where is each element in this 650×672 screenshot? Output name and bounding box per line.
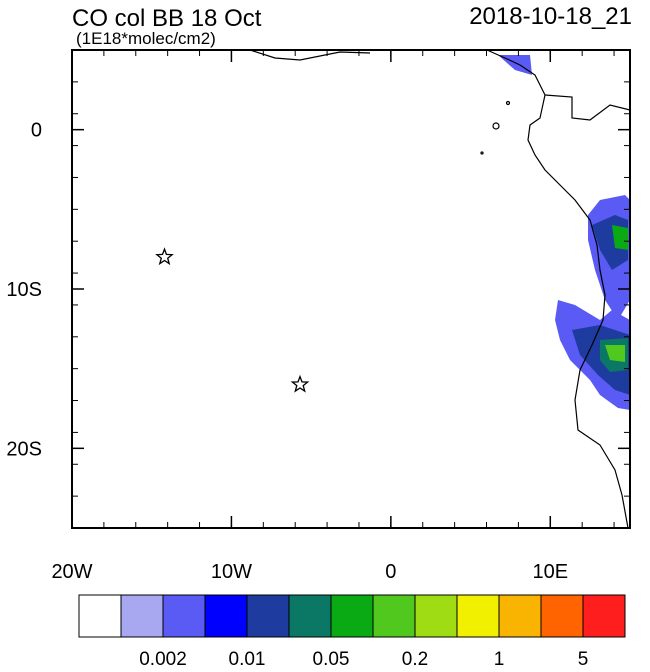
colorbar-box [414, 594, 458, 638]
x-tick-label: 0 [385, 561, 396, 583]
colorbar-label: 0.002 [139, 649, 187, 667]
station-marker [290, 374, 310, 393]
colorbar-box [498, 594, 542, 638]
y-tick-label: 0 [31, 120, 42, 142]
map-frame [71, 49, 631, 529]
units: (1E18*molec/cm2) [76, 29, 216, 48]
colorbar-label: 0.05 [313, 649, 350, 667]
coastlines [249, 49, 631, 529]
x-tick-label: 10W [211, 561, 252, 583]
title: CO col BB 18 Oct [72, 5, 262, 32]
colorbar-box [288, 594, 332, 638]
x-tick-label: 10E [532, 561, 568, 583]
y-tick-label: 20S [6, 438, 42, 460]
colorbar-box [372, 594, 416, 638]
colorbar-box [246, 594, 290, 638]
colorbar-label: 0.2 [402, 649, 428, 667]
colorbar-box [540, 594, 584, 638]
co-plumes [498, 55, 630, 410]
y-tick-label: 10S [6, 279, 42, 301]
colorbar-box [330, 594, 374, 638]
colorbar-box [456, 594, 500, 638]
colorbar-label: 1 [494, 649, 505, 667]
station-marker [155, 247, 174, 266]
colorbar-box [204, 594, 248, 638]
x-tick-label: 20W [51, 561, 92, 583]
colorbar-box [120, 594, 164, 638]
colorbar-box [582, 594, 626, 638]
colorbar-label: 5 [578, 649, 589, 667]
timestamp: 2018-10-18_21 [469, 3, 632, 30]
colorbar-label: 0.01 [229, 649, 266, 667]
colorbar-box [162, 594, 206, 638]
colorbar-box [78, 594, 122, 638]
